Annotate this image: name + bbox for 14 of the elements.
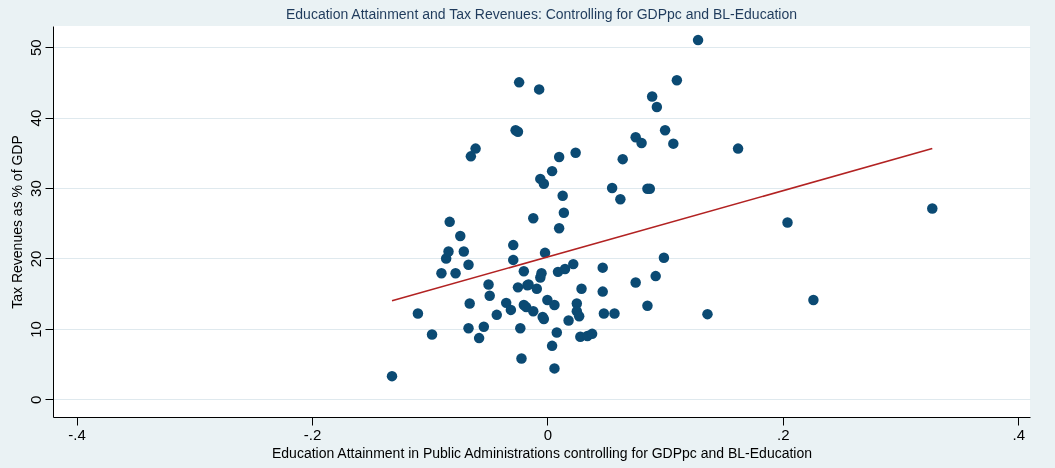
chart-title: Education Attainment and Tax Revenues: Controlling for GDPpc and BL-Education [285, 6, 798, 22]
y-axis-title: Tax Revenues as % of GDP [8, 135, 25, 309]
x-tick-label: -.4 [68, 425, 86, 443]
x-tick-label: 0 [543, 425, 553, 443]
y-tick-label: 20 [26, 250, 44, 268]
y-tick-label: 40 [26, 109, 44, 127]
y-tick-label: 0 [26, 395, 44, 405]
x-tick-label: .2 [777, 425, 790, 443]
y-tick-label: 10 [26, 321, 44, 338]
x-axis-title: Education Attainment in Public Administrations controlling for GDPpc and BL-Education [271, 444, 813, 461]
x-tick-label: -.2 [303, 425, 322, 443]
y-tick-label: 30 [26, 180, 44, 197]
y-tick-label: 50 [26, 39, 44, 56]
x-tick-label: .4 [1012, 425, 1025, 443]
